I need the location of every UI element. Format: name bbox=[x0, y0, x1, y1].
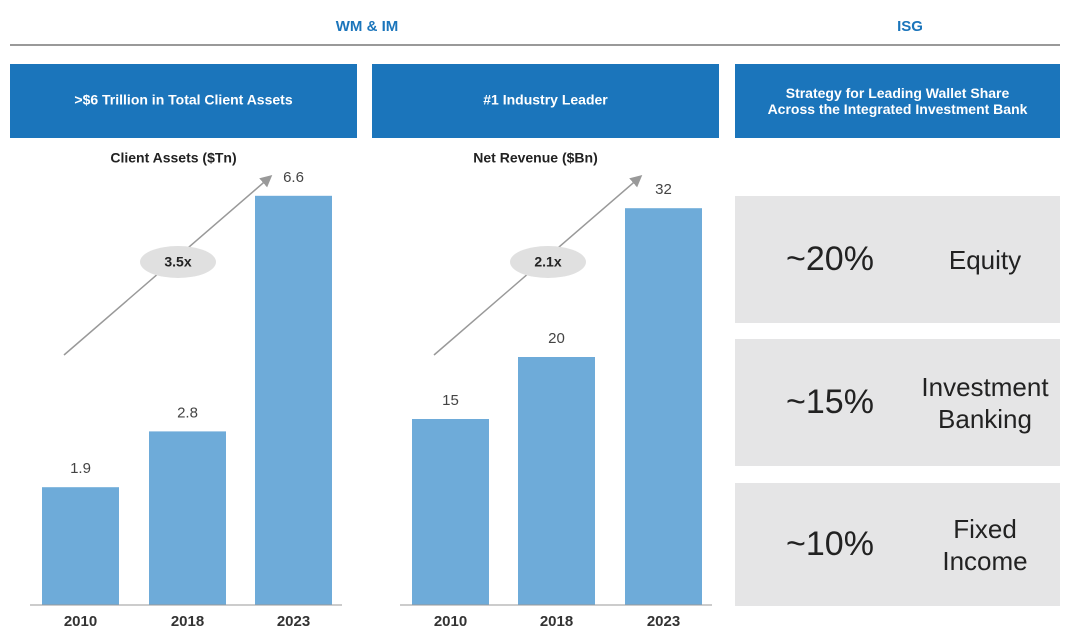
value-label: 15 bbox=[442, 392, 459, 409]
panel-heading bbox=[10, 64, 357, 138]
share-box: ~15% Investment Banking bbox=[735, 339, 1060, 466]
heading-line: Strategy for Leading Wallet Share bbox=[785, 85, 1010, 101]
x-tick-label: 2023 bbox=[277, 613, 310, 630]
bar bbox=[149, 431, 226, 605]
panel-heading-text: #1 Industry Leader bbox=[483, 92, 608, 108]
section-title: ISG bbox=[897, 18, 923, 35]
panel-heading-text: >$6 Trillion in Total Client Assets bbox=[74, 92, 292, 108]
panel-heading bbox=[372, 64, 719, 138]
isg-heading: Strategy for Leading Wallet Share Across… bbox=[735, 64, 1060, 138]
share-label: Fixed Income bbox=[942, 513, 1028, 576]
bar bbox=[42, 487, 119, 605]
bar bbox=[255, 195, 332, 606]
value-label: 32 bbox=[655, 181, 672, 198]
share-label: Investment Banking bbox=[921, 371, 1049, 434]
share-box: ~20% Equity bbox=[735, 196, 1060, 323]
x-tick-label: 2018 bbox=[171, 613, 204, 630]
chart-title: Client Assets ($Tn) bbox=[110, 150, 236, 166]
share: ~15% bbox=[786, 383, 874, 421]
bar bbox=[625, 208, 702, 605]
bar bbox=[412, 419, 489, 605]
share: ~10% bbox=[786, 525, 874, 563]
annotation-bubble bbox=[140, 246, 216, 278]
annotation: 2.1x bbox=[534, 254, 561, 270]
annotation: 3.5x bbox=[164, 254, 191, 270]
value-label: 1.9 bbox=[70, 460, 91, 477]
value-label: 20 bbox=[548, 330, 565, 347]
value-label: 2.8 bbox=[177, 404, 198, 421]
bar bbox=[518, 357, 595, 605]
chart-title: Net Revenue ($Bn) bbox=[473, 150, 597, 166]
annotation-bubble bbox=[510, 246, 586, 278]
share-box: ~10% Fixed Income bbox=[735, 483, 1060, 606]
x-tick-label: 2018 bbox=[540, 613, 573, 630]
x-tick-label: 2010 bbox=[64, 613, 97, 630]
x-tick-label: 2010 bbox=[434, 613, 467, 630]
share: ~20% bbox=[786, 240, 874, 278]
value-label: 6.6 bbox=[283, 169, 304, 186]
x-tick-label: 2023 bbox=[647, 613, 680, 630]
share-label: Equity bbox=[948, 244, 1022, 275]
heading-line: Across the Integrated Investment Bank bbox=[767, 101, 1028, 117]
section-title: WM & IM bbox=[336, 18, 398, 35]
